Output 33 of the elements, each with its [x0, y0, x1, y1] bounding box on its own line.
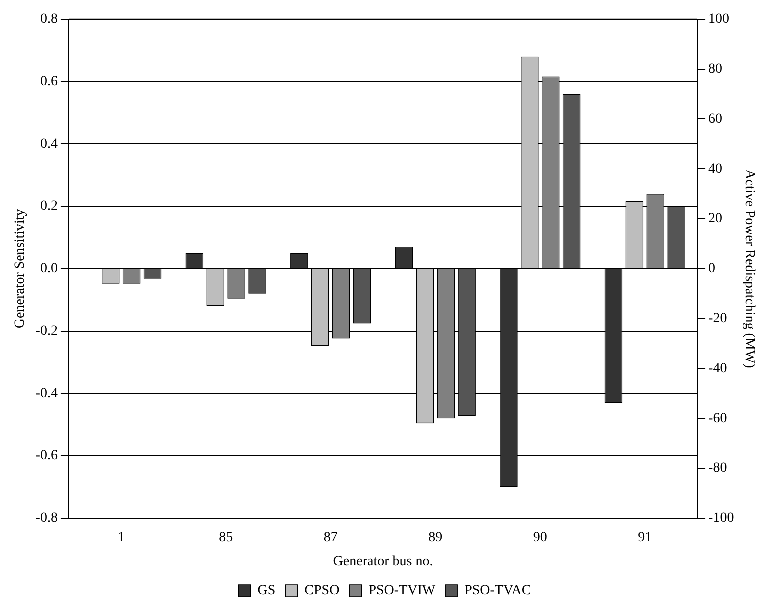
- x-tick-label: 85: [219, 530, 234, 546]
- x-tick-label: 87: [324, 530, 338, 546]
- y-tick-label: 0.0: [40, 262, 58, 277]
- y2-tick-label: 100: [708, 12, 730, 28]
- y2-tick-label: 40: [708, 162, 723, 177]
- legend-label: PSO-TVAC: [464, 584, 532, 599]
- y-axis-title: Generator Sensitivity: [13, 209, 28, 329]
- x-tick-label: 91: [638, 530, 652, 546]
- y2-tick-label: -20: [708, 311, 728, 326]
- legend-label: CPSO: [304, 584, 340, 599]
- y2-tick-label: -100: [708, 511, 734, 526]
- legend-label: GS: [258, 584, 276, 599]
- x-tick-label: 90: [533, 530, 548, 546]
- x-tick-label: 1: [118, 530, 125, 546]
- y-tick-label: 0.4: [40, 136, 58, 152]
- y-tick-label: -0.8: [36, 511, 58, 526]
- y-tick-label: 0.8: [40, 12, 58, 28]
- x-axis-title: Generator bus no.: [333, 554, 434, 570]
- y2-tick-label: 20: [708, 212, 723, 227]
- y2-tick-label: -60: [708, 411, 728, 426]
- y2-tick-label: -40: [708, 361, 728, 376]
- y-tick-label: -0.6: [36, 448, 58, 464]
- legend-label: PSO-TVIW: [368, 584, 436, 599]
- y-tick-label: 0.6: [40, 74, 58, 90]
- y-tick-label: -0.2: [36, 324, 58, 339]
- y2-tick-label: -80: [708, 461, 728, 476]
- y-tick-label: -0.4: [36, 386, 58, 402]
- y2-tick-label: 60: [708, 112, 723, 127]
- x-tick-label: 89: [428, 530, 443, 546]
- y-tick-label: 0.2: [40, 199, 58, 214]
- y2-tick-label: 80: [708, 62, 723, 77]
- y2-tick-label: 0: [708, 262, 716, 277]
- y2-axis-title: Active Power Redispatching (MW): [742, 170, 757, 369]
